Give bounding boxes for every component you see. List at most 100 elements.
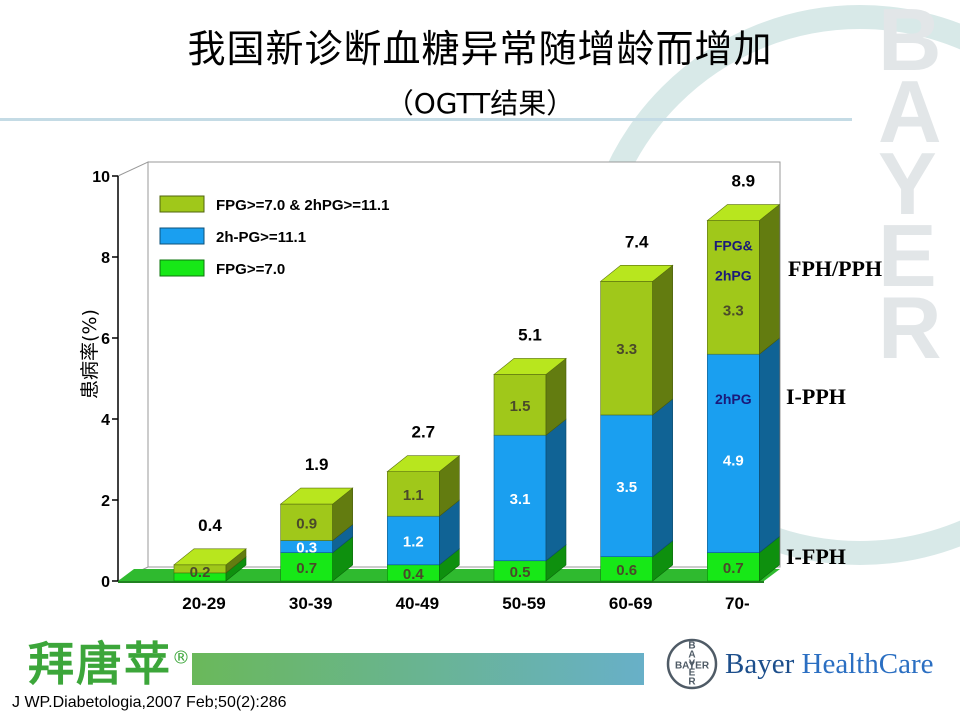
bar-segment-side xyxy=(759,203,780,355)
watermark-letter: Y xyxy=(878,134,937,233)
registered-mark: ® xyxy=(172,647,192,669)
x-tick-label: 40-49 xyxy=(396,594,439,613)
page-subtitle: （OGTT结果） xyxy=(385,87,575,120)
total-label: 0.4 xyxy=(198,516,222,535)
x-tick-label: 70- xyxy=(725,594,750,613)
product-logo-text: 拜唐苹 xyxy=(28,637,172,691)
annotation-2hpg-mid: 2hPG xyxy=(715,391,752,407)
bar-segment xyxy=(280,503,333,541)
bar-group-50-59: 0.5 3.1 1.5 5.1 50-59 xyxy=(493,325,567,613)
segment-value-label: 0.2 xyxy=(190,564,211,581)
segment-value-label: 0.7 xyxy=(723,560,744,577)
bar-segment xyxy=(493,434,547,562)
segment-value-label: 3.5 xyxy=(616,479,637,496)
segment-value-label: 4.9 xyxy=(723,452,744,469)
seal-letter: Y xyxy=(689,659,696,670)
annotation-2hpg-top: 2hPG xyxy=(715,268,752,284)
segment-value-label: 3.3 xyxy=(616,341,637,358)
y-tick-label: 0 xyxy=(101,574,110,591)
title-divider xyxy=(0,118,852,121)
bar-segment-side xyxy=(545,418,567,562)
bar-segment xyxy=(280,552,333,582)
bar-segment xyxy=(493,374,547,436)
annotation-fpg-and: FPG& xyxy=(714,238,753,254)
segment-value-label: 0.5 xyxy=(510,564,531,581)
total-label: 1.9 xyxy=(305,455,329,474)
x-tick-label: 30-39 xyxy=(289,594,332,613)
watermark-letter: R xyxy=(878,278,942,377)
bar-top-cap xyxy=(173,548,247,566)
side-wall xyxy=(117,161,149,582)
bar-group-60-69: 0.6 3.5 3.3 7.4 60-69 xyxy=(599,232,674,613)
y-tick-label: 8 xyxy=(101,250,110,267)
watermark-letter: A xyxy=(878,62,942,161)
product-logo: 拜唐苹® xyxy=(28,628,192,694)
total-label: 8.9 xyxy=(732,172,756,191)
segment-value-label: 1.1 xyxy=(403,487,424,504)
watermark-letter: B xyxy=(878,0,942,89)
x-tick-label: 20-29 xyxy=(182,594,225,613)
total-label: 2.7 xyxy=(412,423,436,442)
seal-letter: E xyxy=(689,668,696,679)
bar-segment-side xyxy=(652,264,673,416)
bar-top-cap xyxy=(706,204,781,221)
y-tick-label: 6 xyxy=(101,331,110,348)
bayer-cross-logo: BAYER BAYER xyxy=(666,638,718,690)
floor-edge xyxy=(118,581,764,583)
legend-swatch xyxy=(159,195,205,213)
segment-value-label: 3.1 xyxy=(510,491,531,508)
bar-segment-side xyxy=(652,398,673,558)
legend-swatch xyxy=(159,227,205,245)
bar-segment xyxy=(387,471,440,517)
tag-i-fph: I-FPH xyxy=(786,544,846,569)
source-citation: J WP.Diabetologia,2007 Feb;50(2):286 xyxy=(12,694,287,711)
legend-label: 2h-PG>=11.1 xyxy=(216,229,306,246)
back-wall xyxy=(147,161,781,568)
seal-letter: A xyxy=(688,650,695,661)
tag-i-pph: I-PPH xyxy=(786,384,846,409)
bar-group-20-29: 0.2 0.4 20-29 xyxy=(173,516,247,613)
tag-fph-pph: FPH/PPH xyxy=(788,256,883,281)
bar-segment xyxy=(387,515,440,566)
bar-segment xyxy=(600,556,653,582)
company-name: Bayer xyxy=(725,648,795,680)
footer-band xyxy=(192,653,644,685)
watermark-letter: E xyxy=(878,206,937,305)
bar-top-cap xyxy=(493,358,567,375)
legend-swatch xyxy=(159,259,205,277)
y-tick-label: 10 xyxy=(92,169,110,186)
bar-top-cap xyxy=(599,264,674,282)
segment-value-label: 1.5 xyxy=(510,398,531,415)
segment-value-label: 0.7 xyxy=(296,560,317,577)
segment-value-label: 0.4 xyxy=(403,566,425,583)
seal-letter: B xyxy=(688,641,695,652)
y-tick-label: 4 xyxy=(101,412,110,429)
bar-group-40-49: 0.4 1.2 1.1 2.7 40-49 xyxy=(386,423,461,613)
y-tick-label: 2 xyxy=(101,493,110,510)
x-tick-label: 50-59 xyxy=(502,594,545,613)
total-label: 5.1 xyxy=(518,325,542,344)
x-tick-label: 60-69 xyxy=(609,594,652,613)
legend-label: FPG>=7.0 & 2hPG>=11.1 xyxy=(216,197,389,214)
total-label: 7.4 xyxy=(625,232,649,251)
bar-segment xyxy=(707,220,760,355)
segment-value-label: 3.3 xyxy=(723,302,744,319)
bar-top-cap xyxy=(386,455,461,472)
seal-letter: R xyxy=(688,677,696,688)
seal-text-horizontal: BAYER xyxy=(675,661,710,672)
bar-top-cap xyxy=(279,487,354,505)
bar-group-70-: 0.7 4.9 3.3 8.9 70- xyxy=(706,172,781,613)
bar-segment xyxy=(600,280,653,416)
company-wordmark: Bayer HealthCare xyxy=(725,648,934,681)
bar-group-30-39: 0.7 0.3 0.9 1.9 30-39 xyxy=(279,455,354,613)
segment-annotations: FPG&2hPG 2hPG xyxy=(714,238,753,408)
bar-segment xyxy=(707,353,760,553)
segment-value-label: 1.2 xyxy=(403,534,424,551)
segment-value-label: 0.3 xyxy=(296,540,317,557)
segment-value-label: 0.9 xyxy=(296,515,317,532)
company-suffix: HealthCare xyxy=(801,648,934,680)
bar-segment xyxy=(600,414,653,558)
page-title: 我国新诊断血糖异常随增龄而增加 xyxy=(187,27,773,71)
